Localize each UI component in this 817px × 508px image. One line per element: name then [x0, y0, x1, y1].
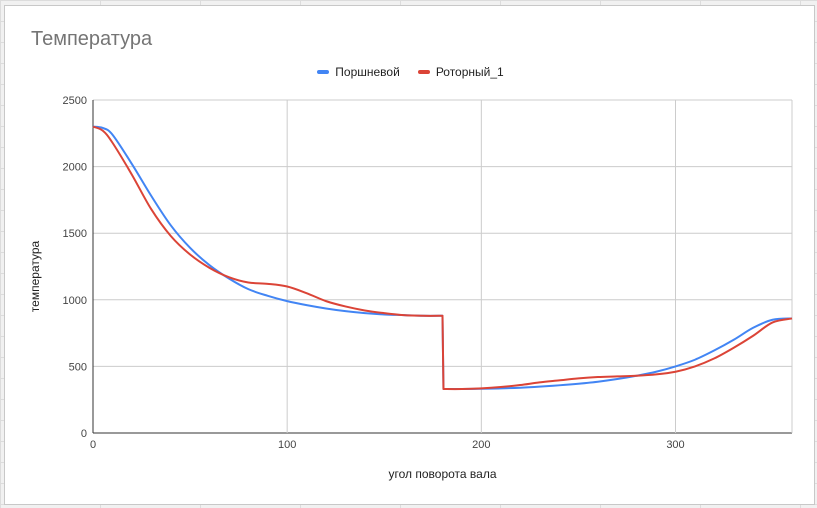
legend-swatch-rotorny	[417, 70, 430, 74]
x-axis-title: угол поворота вала	[389, 467, 497, 481]
legend-item-rotorny[interactable]: Роторный_1	[417, 65, 504, 79]
legend-swatch-porshnevoy	[317, 70, 330, 74]
chart-plot: 0 500 1000 1500 2000 2500 0 100 200 300 угол пов…	[28, 95, 793, 481]
y-tick-label: 0	[81, 428, 87, 440]
x-tick-label: 300	[666, 439, 684, 451]
legend-item-porshnevoy[interactable]: Поршневой	[317, 65, 400, 79]
y-tick-label: 500	[69, 361, 87, 373]
y-tick-label: 1000	[63, 295, 87, 307]
legend-label-rotorny: Роторный_1	[435, 65, 504, 79]
series-line-1[interactable]	[92, 125, 793, 391]
chart-title: Температура	[31, 28, 153, 50]
x-tick-label: 200	[472, 439, 490, 451]
y-tick-label: 2500	[63, 95, 87, 107]
y-tick-label: 2000	[63, 162, 87, 174]
x-tick-label: 100	[278, 439, 296, 451]
legend-label-porshnevoy: Поршневой	[335, 65, 400, 79]
x-tick-label: 0	[90, 439, 96, 451]
chart-card[interactable]: Температура Поршневой Роторный_1 0 500 100…	[4, 5, 815, 505]
y-axis-title: температура	[28, 240, 42, 312]
y-tick-label: 1500	[63, 228, 87, 240]
y-tick-labels: 0 500 1000 1500 2000 2500	[63, 95, 87, 440]
x-tick-labels: 0 100 200 300	[90, 439, 685, 451]
series-lines	[92, 125, 793, 391]
legend: Поршневой Роторный_1	[5, 65, 816, 79]
